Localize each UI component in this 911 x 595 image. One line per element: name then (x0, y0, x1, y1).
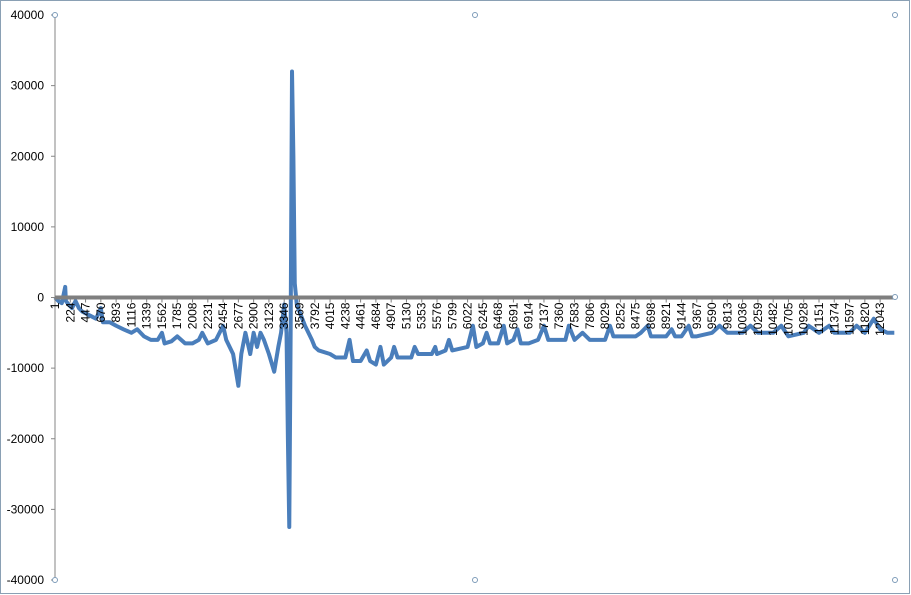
x-tick-label: 6914 (522, 302, 536, 329)
x-tick-label: 3792 (308, 302, 322, 329)
x-tick-label: 2008 (186, 302, 200, 329)
x-tick-label: 9367 (690, 302, 704, 329)
x-tick-label: 6468 (491, 302, 505, 329)
x-tick-label: 6245 (476, 302, 490, 329)
x-tick-label: 1 (48, 302, 62, 309)
selection-handles (52, 12, 898, 583)
handle (52, 577, 58, 583)
x-tick-label: 9144 (674, 302, 688, 329)
x-tick-label: 8921 (659, 302, 673, 329)
y-tick-label: 10000 (11, 220, 45, 234)
y-tick-label: -10000 (7, 361, 45, 375)
x-tick-label: 6691 (506, 302, 520, 329)
x-tick-label: 11597 (843, 302, 857, 335)
handle (892, 12, 898, 18)
x-tick-label: 5353 (415, 302, 429, 329)
x-tick-label: 5576 (430, 302, 444, 329)
x-tick-label: 670 (94, 302, 108, 322)
y-tick-label: -30000 (7, 502, 45, 516)
y-tick-label: -20000 (7, 432, 45, 446)
x-tick-label: 7360 (552, 302, 566, 329)
x-tick-label: 4238 (338, 302, 352, 329)
x-tick-label: 447 (79, 302, 93, 322)
x-tick-label: 2231 (201, 302, 215, 329)
x-tick-label: 1785 (170, 302, 184, 329)
x-tick-label: 9813 (720, 302, 734, 329)
x-tick-label: 8475 (629, 302, 643, 329)
x-tick-label: 3346 (277, 302, 291, 329)
x-tick-label: 2677 (231, 302, 245, 329)
x-tick-label: 10259 (751, 302, 765, 336)
handle (472, 577, 478, 583)
x-tick-label: 6022 (461, 302, 475, 329)
x-tick-label: 12043 (873, 302, 887, 336)
handle (892, 577, 898, 583)
x-tick-label: 2900 (247, 302, 261, 329)
y-tick-label: -40000 (7, 573, 45, 587)
x-tick-label: 1562 (155, 302, 169, 329)
y-tick-label: 0 (37, 291, 44, 305)
y-tick-label: 20000 (11, 149, 45, 163)
handle (472, 12, 478, 18)
x-tick-label: 3123 (262, 302, 276, 329)
x-tick-label: 10928 (797, 302, 811, 336)
x-tick-label: 11820 (858, 302, 872, 335)
x-tick-label: 4015 (323, 302, 337, 329)
x-tick-label: 5799 (445, 302, 459, 329)
x-tick-label: 7806 (583, 302, 597, 329)
x-tick-label: 3569 (292, 302, 306, 329)
y-tick-label: 30000 (11, 79, 45, 93)
x-tick-label: 224 (63, 302, 77, 322)
x-tick-label: 9590 (705, 302, 719, 329)
x-tick-label: 11151 (812, 302, 826, 334)
data-line (53, 69, 895, 530)
handle (892, 294, 898, 300)
x-tick-label: 4684 (369, 302, 383, 329)
x-tick-label: 2454 (216, 302, 230, 329)
y-tick-label: 40000 (11, 8, 45, 22)
x-tick-label: 893 (109, 302, 123, 322)
x-tick-label: 11374 (827, 302, 841, 335)
x-tick-label: 1116 (124, 302, 138, 327)
x-tick-label: 5130 (399, 302, 413, 329)
x-tick-label: 10705 (781, 302, 795, 336)
x-tick-label: 8252 (613, 302, 627, 329)
x-tick-label: 10482 (766, 302, 780, 336)
x-tick-label: 1339 (140, 302, 154, 329)
x-tick-label: 8029 (598, 302, 612, 329)
x-tick-label: 4461 (354, 302, 368, 329)
x-tick-label: 4907 (384, 302, 398, 329)
x-tick-label: 8698 (644, 302, 658, 329)
x-tick-label: 7583 (568, 302, 582, 329)
handle (52, 12, 58, 18)
x-tick-label: 7137 (537, 302, 551, 329)
x-tick-label: 10036 (736, 302, 750, 336)
